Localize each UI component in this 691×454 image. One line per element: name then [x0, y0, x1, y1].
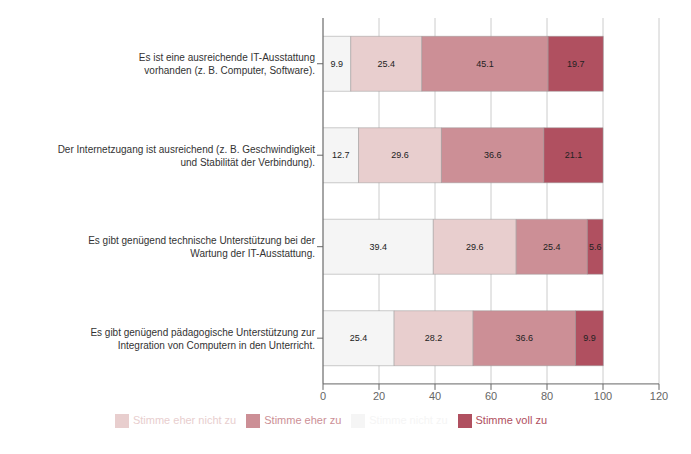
svg-text:29.6: 29.6	[391, 150, 409, 160]
svg-text:25.4: 25.4	[543, 242, 561, 252]
html-text:Stimme nicht zu: Stimme nicht zu	[369, 413, 448, 426]
svg-text:60: 60	[485, 390, 497, 402]
svg-text:Es gibt genügend pädagogische: Es gibt genügend pädagogische Unterstütz…	[90, 327, 315, 351]
svg-text:29.6: 29.6	[466, 242, 484, 252]
svg-text:Es ist eine ausreichende IT-Au: Es ist eine ausreichende IT-Ausstattungv…	[139, 52, 315, 76]
svg-text:9.9: 9.9	[583, 333, 596, 343]
svg-text:Der Internetzugang ist ausreic: Der Internetzugang ist ausreichend (z. B…	[58, 144, 316, 168]
svg-text:25.4: 25.4	[350, 333, 368, 343]
html-text:Stimme eher zu: Stimme eher zu	[264, 413, 342, 426]
html-text:Stimme voll zu: Stimme voll zu	[475, 413, 548, 426]
svg-text:20: 20	[373, 390, 385, 402]
svg-text:120: 120	[650, 390, 668, 402]
svg-text:36.6: 36.6	[484, 150, 502, 160]
svg-text:36.6: 36.6	[516, 333, 534, 343]
svg-text:80: 80	[541, 390, 553, 402]
html-text:Stimme eher nicht zu: Stimme eher nicht zu	[132, 413, 237, 426]
svg-text:Es gibt genügend technische Un: Es gibt genügend technische Unterstützun…	[88, 235, 315, 259]
svg-text:21.1: 21.1	[565, 150, 583, 160]
svg-text:100: 100	[594, 390, 612, 402]
svg-text:5.6: 5.6	[589, 242, 602, 252]
svg-text:19.7: 19.7	[567, 59, 585, 69]
svg-text:25.4: 25.4	[378, 59, 396, 69]
svg-text:45.1: 45.1	[476, 59, 494, 69]
svg-text:9.9: 9.9	[331, 59, 344, 69]
svg-text:28.2: 28.2	[425, 333, 443, 343]
svg-text:40: 40	[429, 390, 441, 402]
svg-text:39.4: 39.4	[369, 242, 387, 252]
svg-text:0: 0	[320, 390, 326, 402]
svg-text:12.7: 12.7	[332, 150, 350, 160]
